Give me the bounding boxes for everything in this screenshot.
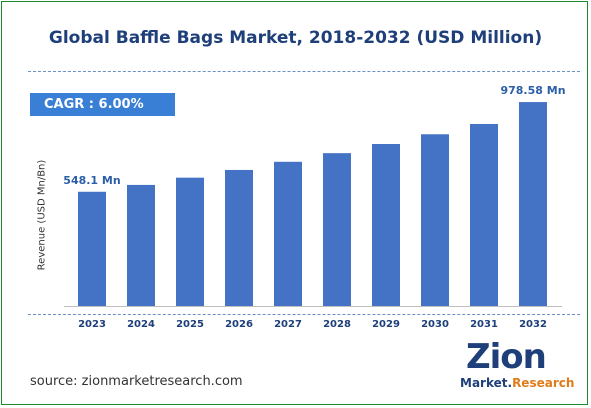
title-divider bbox=[28, 71, 580, 72]
x-tick-label: 2031 bbox=[470, 319, 498, 330]
x-tick-label: 2023 bbox=[78, 319, 106, 330]
x-tick-label: 2029 bbox=[372, 319, 400, 330]
zion-logo: Zion Market.Research bbox=[458, 337, 574, 398]
bar-2031 bbox=[470, 123, 498, 306]
x-tick-label: 2032 bbox=[519, 319, 547, 330]
data-label: 548.1 Mn bbox=[63, 174, 120, 187]
bar-2032 bbox=[519, 102, 547, 306]
bar-2028 bbox=[323, 153, 351, 306]
bar-2029 bbox=[372, 143, 400, 306]
x-tick-label: 2026 bbox=[225, 319, 253, 330]
bar-2023 bbox=[78, 191, 106, 306]
bar-2025 bbox=[176, 177, 204, 306]
bar-2026 bbox=[225, 169, 253, 306]
bottom-divider bbox=[28, 314, 580, 315]
bar-2027 bbox=[274, 161, 302, 306]
logo-wordmark: Zion bbox=[466, 337, 547, 377]
x-tick-label: 2028 bbox=[323, 319, 351, 330]
chart-title: Global Baffle Bags Market, 2018-2032 (US… bbox=[48, 28, 543, 48]
cagr-text: CAGR : 6.00% bbox=[44, 97, 144, 112]
x-tick-label: 2027 bbox=[274, 319, 302, 330]
x-tick-label: 2024 bbox=[127, 319, 155, 330]
bar-2030 bbox=[421, 134, 449, 306]
bar-2024 bbox=[127, 184, 155, 306]
source-text: source: zionmarketresearch.com bbox=[30, 374, 243, 389]
cagr-badge: CAGR : 6.00% bbox=[30, 93, 175, 116]
data-label: 978.58 Mn bbox=[500, 84, 565, 97]
x-tick-label: 2025 bbox=[176, 319, 204, 330]
logo-subtitle: Market.Research bbox=[460, 376, 575, 390]
x-tick-label: 2030 bbox=[421, 319, 449, 330]
